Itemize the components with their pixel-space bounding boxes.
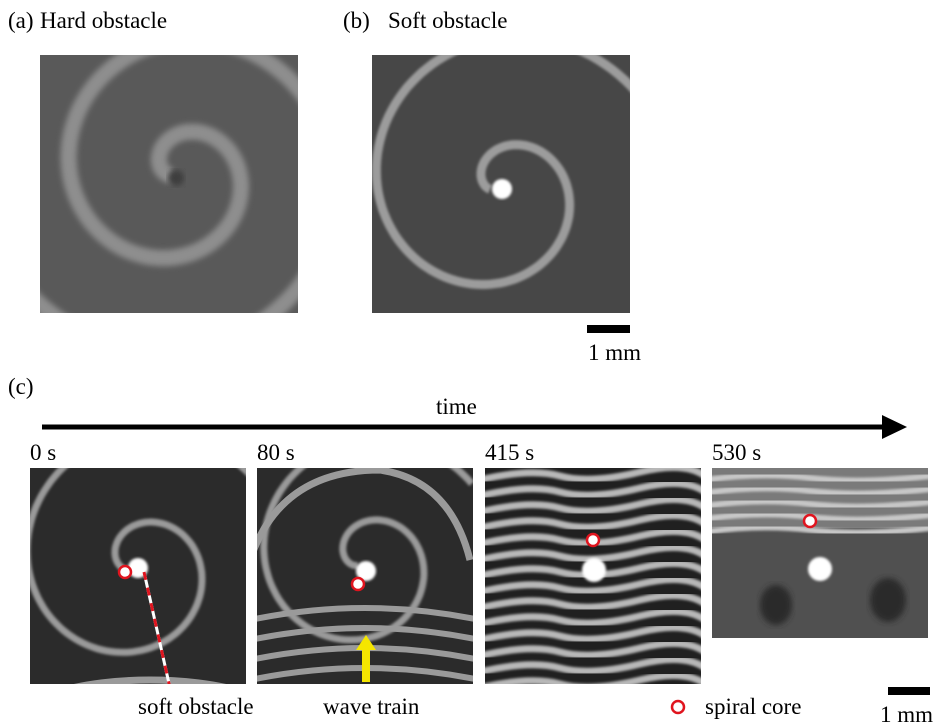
dark-blob xyxy=(760,585,792,625)
frame-time: 0 s xyxy=(30,440,56,465)
spiral-core xyxy=(804,515,816,527)
panel-title: Soft obstacle xyxy=(388,8,507,33)
spiral-core xyxy=(587,534,599,546)
core xyxy=(168,170,184,186)
annotation: wave train xyxy=(323,694,420,719)
scale-label: 1 mm xyxy=(588,340,641,365)
spiral-core xyxy=(119,566,131,578)
frame-image xyxy=(250,440,480,684)
soft-obstacle xyxy=(582,558,606,582)
scale-bar xyxy=(587,325,630,333)
axis-label: time xyxy=(436,394,477,419)
frame-image xyxy=(0,351,292,724)
image-hard-obstacle xyxy=(0,0,428,352)
panel-label: (a) xyxy=(8,8,34,33)
legend-marker xyxy=(672,701,684,713)
frame-time: 415 s xyxy=(485,440,534,465)
arrow-head xyxy=(882,415,907,439)
spiral-core xyxy=(352,578,364,590)
legend-label: spiral core xyxy=(705,694,801,719)
panel-label: (b) xyxy=(343,8,370,33)
frame-image xyxy=(480,468,710,689)
figure: (a) Hard obstacle (b) Soft obstacle 1 mm… xyxy=(0,0,938,724)
frame-time: 80 s xyxy=(257,440,295,465)
frame-image xyxy=(705,468,930,638)
soft-obstacle xyxy=(492,179,512,199)
dark-blob xyxy=(870,578,906,622)
annotation: soft obstacle xyxy=(138,694,254,719)
soft-obstacle xyxy=(808,557,832,581)
panel-title: Hard obstacle xyxy=(40,8,167,33)
arrow-shaft xyxy=(362,648,370,682)
panel-label: (c) xyxy=(8,374,34,399)
scale-label: 1 mm xyxy=(880,702,933,724)
frame-time: 530 s xyxy=(712,440,761,465)
scale-bar xyxy=(888,687,930,695)
